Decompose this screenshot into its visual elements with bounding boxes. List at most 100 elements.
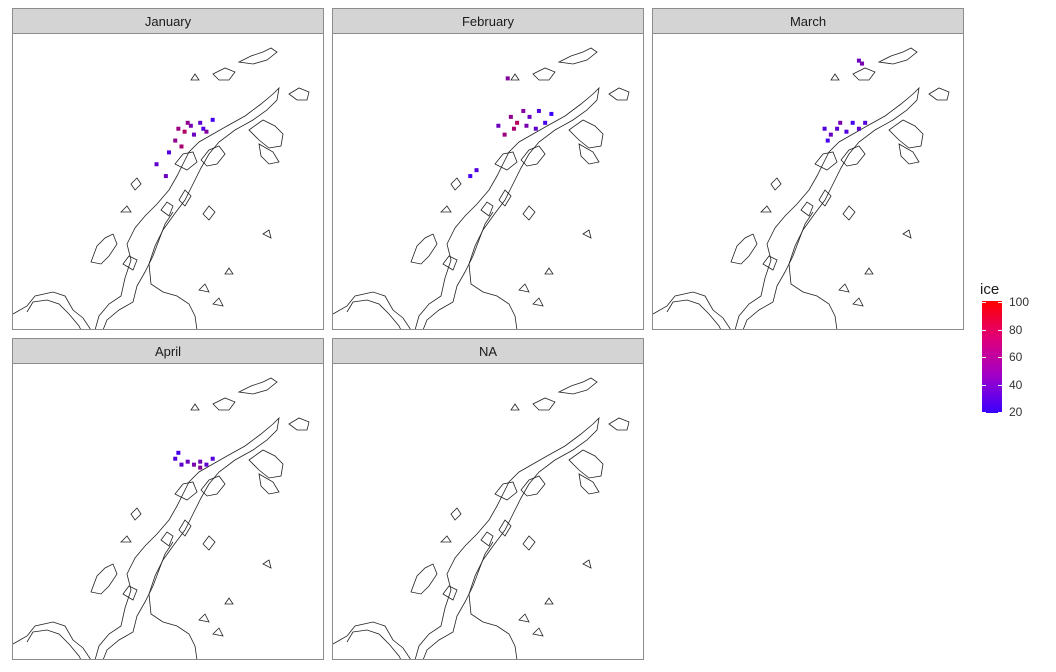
coastline-outline [346, 629, 401, 659]
facet-strip-label: April [12, 338, 324, 364]
legend-tick-label: 100 [1009, 295, 1030, 309]
coastline-outline [90, 563, 118, 595]
ice-cell [860, 61, 865, 66]
ice-cell [524, 123, 529, 128]
ice-cell [204, 129, 209, 134]
facet-april: April [12, 338, 324, 660]
map-svg [653, 47, 950, 329]
coastline-outline [838, 283, 850, 293]
coastline-outline [510, 73, 520, 81]
coastline-outline [122, 255, 138, 271]
legend-tick-label: 60 [1009, 350, 1023, 364]
ice-cell [844, 129, 849, 134]
coastline-outline [557, 377, 598, 395]
coastline-outline [410, 233, 438, 265]
ice-cell [515, 120, 520, 125]
ice-cell [835, 126, 840, 131]
coastline-outline [450, 177, 462, 191]
coastline-outline [212, 397, 236, 411]
coastline-outline [582, 229, 592, 239]
coastline-outline [288, 417, 310, 431]
facet-strip-label: January [12, 8, 324, 34]
coastline-outline [190, 403, 200, 411]
coastline-outline [902, 229, 912, 239]
coastline-outline [262, 559, 272, 569]
ice-cell [201, 126, 206, 131]
colorbar [982, 301, 1002, 413]
coastline-outline [666, 299, 721, 329]
ice-cell [863, 120, 868, 125]
legend-tick-mark [982, 302, 1002, 303]
ice-cell [533, 126, 538, 131]
ice-cell [185, 120, 190, 125]
coastline-outline [608, 87, 630, 101]
ice-cell [188, 123, 193, 128]
coastline-outline [898, 143, 920, 165]
coastline-outline [26, 299, 81, 329]
coastline-outline [178, 189, 192, 207]
coastline-outline [258, 143, 280, 165]
ice-cell [549, 111, 554, 116]
ice-cell [191, 132, 196, 137]
ice-cell [822, 126, 827, 131]
coastline-outline [852, 67, 876, 81]
coastline-outline [346, 299, 401, 329]
coastline-outline [557, 47, 598, 65]
coastline-outline [653, 291, 731, 329]
ice-cell [179, 462, 184, 467]
coastline-outline [480, 201, 494, 217]
coastline-outline [522, 205, 536, 221]
coastline-outline [212, 297, 224, 307]
coastline-outline [522, 535, 536, 551]
map-panel [12, 34, 324, 330]
coastline-outline [333, 621, 411, 659]
coastline-outline [440, 205, 452, 213]
coastline-outline [842, 205, 856, 221]
coastline-outline [26, 629, 81, 659]
ice-cell [173, 456, 178, 461]
coastline-outline [888, 119, 924, 149]
coastline-outline [582, 559, 592, 569]
ice-cell [198, 120, 203, 125]
coastline-outline [13, 291, 91, 329]
coastline-outline [333, 291, 411, 329]
legend-tick-label: 40 [1009, 377, 1023, 392]
coastline-outline [13, 621, 91, 659]
coastline-outline [762, 255, 778, 271]
ice-cell [204, 462, 209, 467]
coastline-outline [200, 145, 226, 167]
facet-february: February [332, 8, 644, 330]
coastline-outline [200, 475, 226, 497]
coastline-outline [852, 297, 864, 307]
coastline-outline [532, 297, 544, 307]
ice-cell [502, 132, 507, 137]
coastline-outline [102, 211, 174, 329]
coastline-outline [450, 507, 462, 521]
coastline-outline [520, 475, 546, 497]
coastline-outline [414, 416, 600, 659]
ice-cell [163, 174, 168, 179]
coastline-outline [410, 563, 438, 595]
coastline-outline [830, 73, 840, 81]
coastline-outline [498, 189, 512, 207]
coastline-outline [440, 535, 452, 543]
facet-na: NA [332, 338, 644, 660]
coastline-outline [518, 613, 530, 623]
map-panel [332, 34, 644, 330]
coastline-outline [877, 47, 918, 65]
coastline-outline [224, 267, 234, 275]
coastline-outline [730, 233, 758, 265]
coastline-outline [578, 143, 600, 165]
coastline-outline [480, 531, 494, 547]
coastline-outline [130, 177, 142, 191]
ice-cell [511, 126, 516, 131]
ice-cell [173, 138, 178, 143]
ice-cell [508, 114, 513, 119]
ice-cell [210, 117, 215, 122]
map-panel [652, 34, 964, 330]
coastline-outline [102, 541, 174, 659]
coastline-outline [94, 416, 280, 659]
coastline-outline [800, 201, 814, 217]
ice-cell [167, 150, 171, 155]
coastline-outline [202, 205, 216, 221]
